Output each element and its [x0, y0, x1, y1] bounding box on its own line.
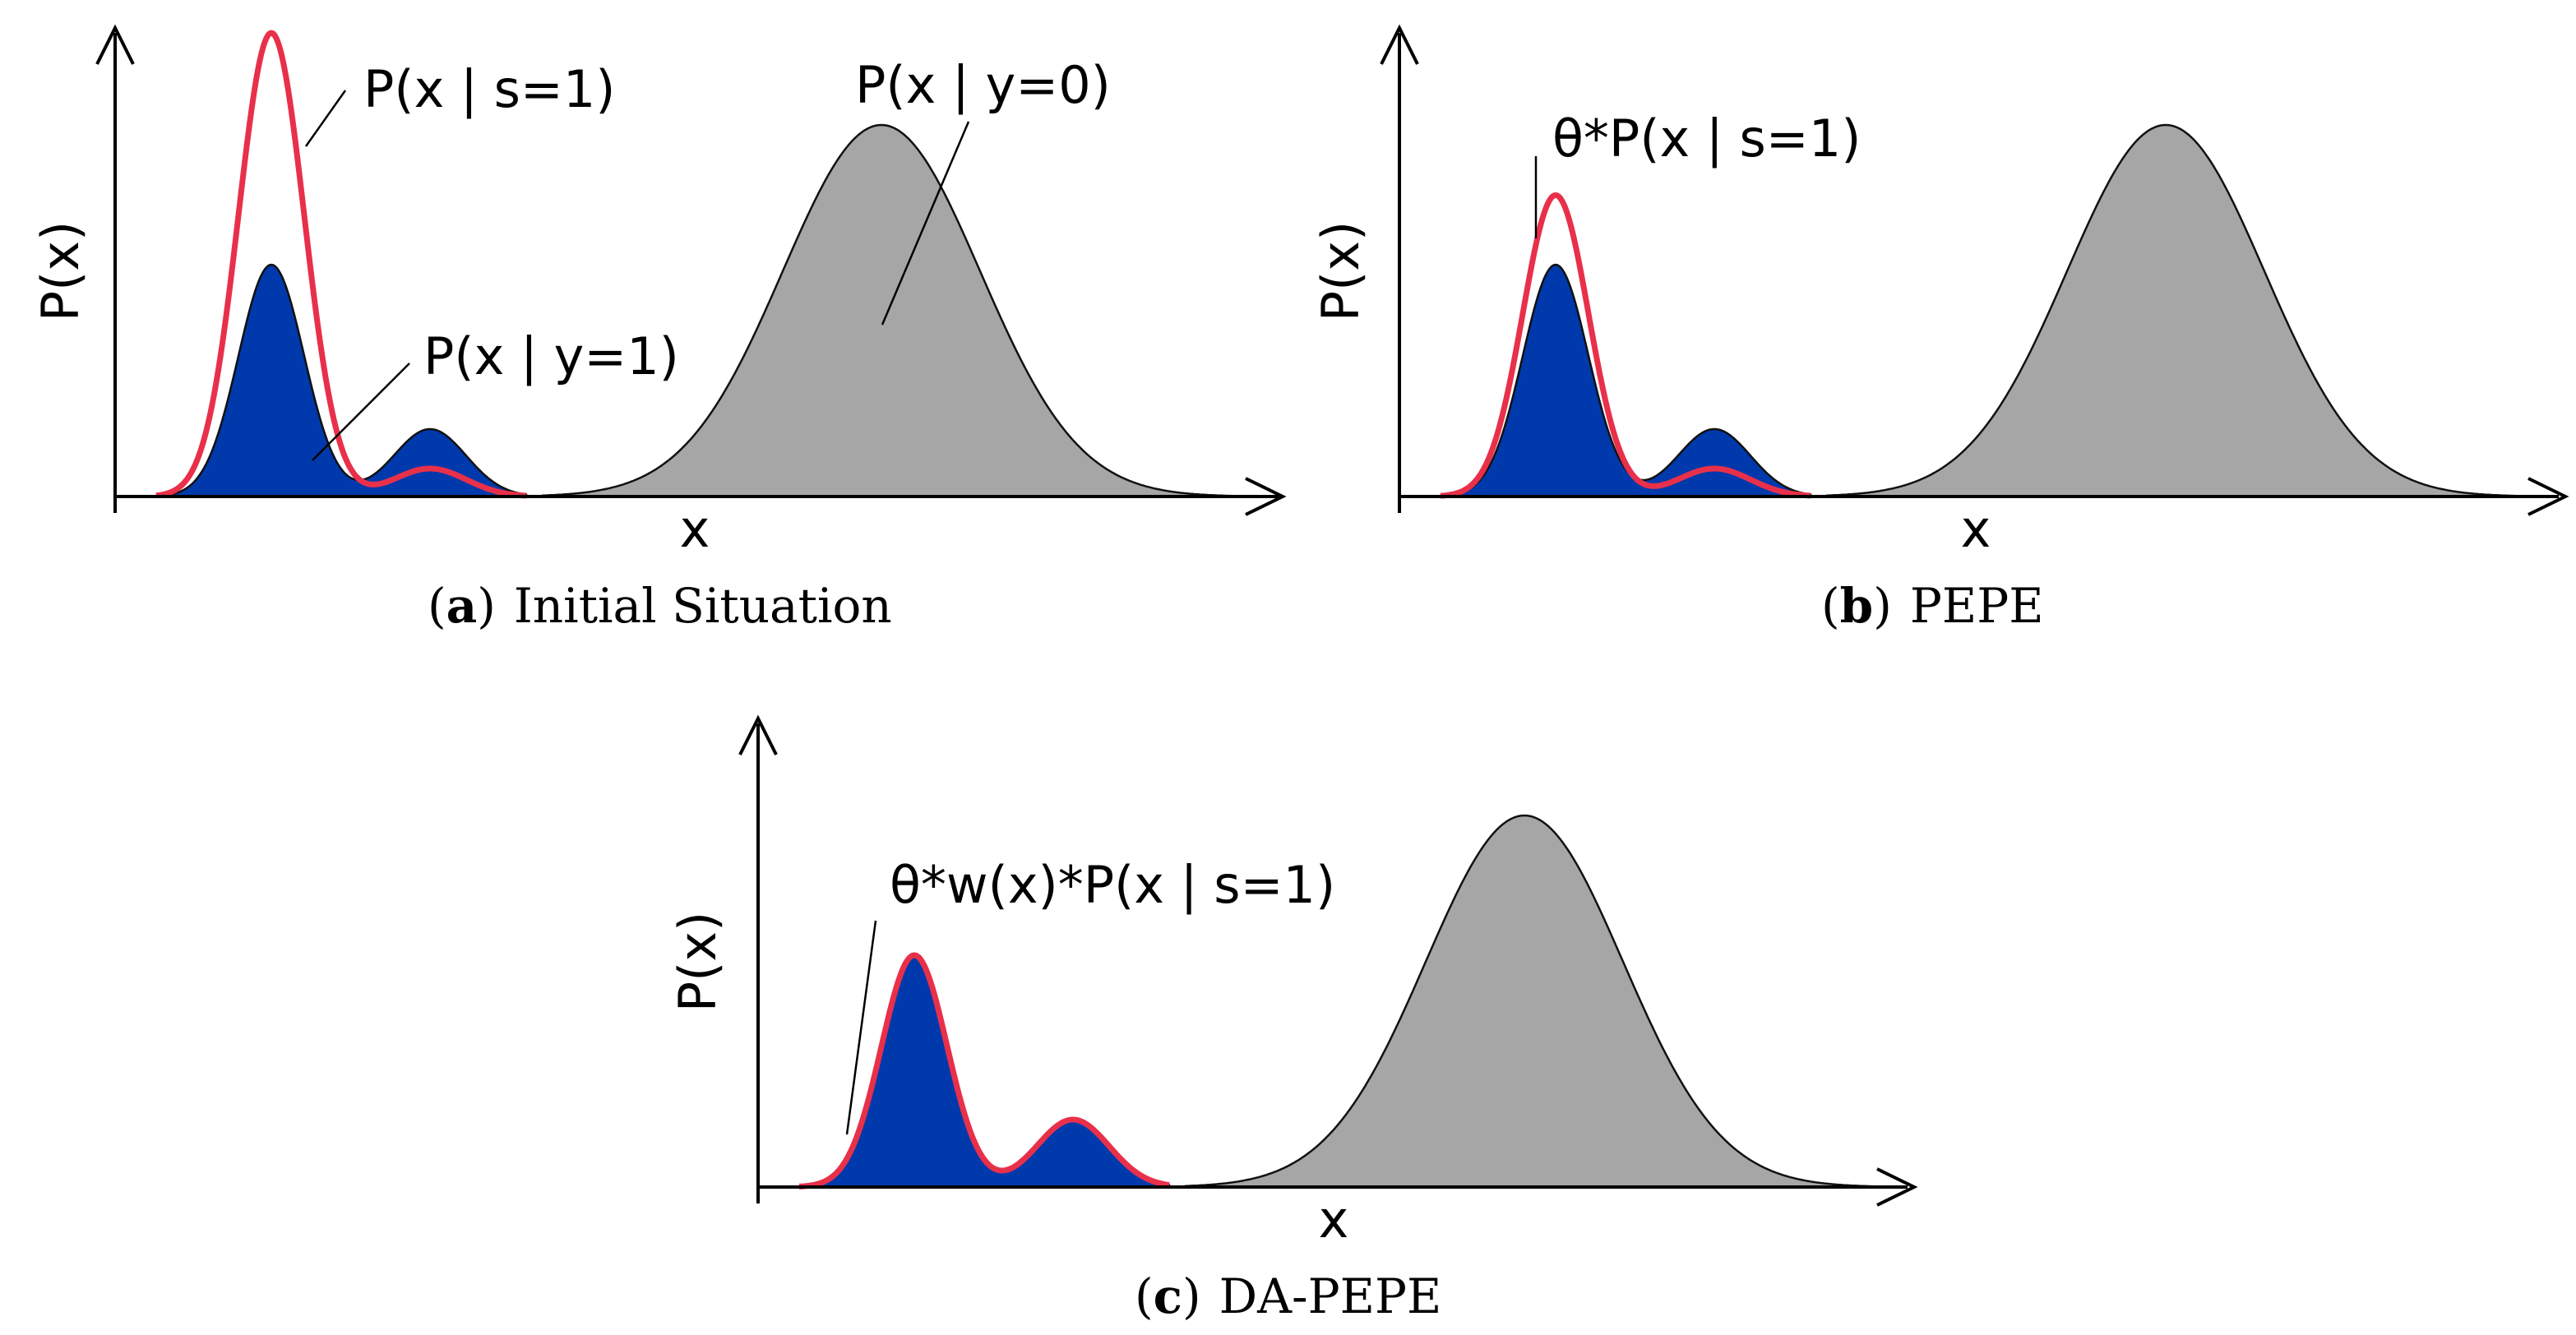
x-axis	[115, 477, 1287, 516]
caption-da-pepe: (c) DA-PEPE	[1135, 1268, 1441, 1324]
labeled-positive-density-curve	[155, 30, 528, 499]
y-axis	[1380, 24, 1419, 513]
y-axis-label: P(x)	[30, 221, 90, 321]
caption-initial-situation: (a) Initial Situation	[428, 578, 892, 634]
caption-letter: b	[1840, 578, 1874, 634]
caption-text: Initial Situation	[514, 578, 892, 634]
y-axis	[95, 24, 135, 513]
positive-class-density	[163, 263, 528, 498]
annotation-p-x-given-y1: P(x | y=1)	[423, 326, 679, 387]
x-axis	[758, 1167, 1918, 1207]
annotation-leader-theta-w	[845, 920, 877, 1135]
weighted-scaled-labeled-positive-density-curve	[798, 952, 1171, 1189]
negative-class-density	[1825, 123, 2519, 498]
y-axis-label: P(x)	[668, 912, 728, 1012]
annotation-leader-y1	[312, 363, 410, 461]
x-axis	[1399, 477, 2569, 516]
annotation-theta-p-x-given-s1: θ*P(x | s=1)	[1552, 109, 1861, 169]
scaled-labeled-positive-density-curve	[1439, 192, 1812, 499]
y-axis	[738, 714, 778, 1203]
caption-text: PEPE	[1910, 578, 2044, 634]
caption-pepe: (b) PEPE	[1821, 578, 2044, 634]
annotation-leader-s1	[304, 90, 347, 147]
caption-letter: a	[446, 578, 478, 634]
annotation-p-x-given-y0: P(x | y=0)	[855, 55, 1111, 116]
annotation-p-x-given-s1: P(x | s=1)	[363, 59, 615, 120]
panel-da-pepe: P(x) x θ*w(x)*P(x | s=1) (c) DA-PEPE	[668, 714, 1918, 1324]
negative-class-density	[1184, 814, 1878, 1189]
caption-letter: c	[1154, 1268, 1182, 1324]
y-axis-label: P(x)	[1311, 221, 1371, 321]
panel-pepe: P(x) x θ*P(x | s=1) (b) PEPE	[1311, 24, 2569, 634]
annotation-theta-w-p-x-given-s1: θ*w(x)*P(x | s=1)	[890, 855, 1335, 916]
x-axis-label: x	[1961, 499, 1991, 559]
annotation-leader-y0	[881, 121, 970, 326]
panel-initial-situation: P(x) x P(x | s=1) P(x | y=1) P(x | y=0) …	[30, 24, 1287, 634]
positive-class-density	[1447, 263, 1812, 498]
caption-text: DA-PEPE	[1219, 1268, 1442, 1324]
x-axis-label: x	[680, 499, 710, 559]
x-axis-label: x	[1319, 1189, 1349, 1250]
